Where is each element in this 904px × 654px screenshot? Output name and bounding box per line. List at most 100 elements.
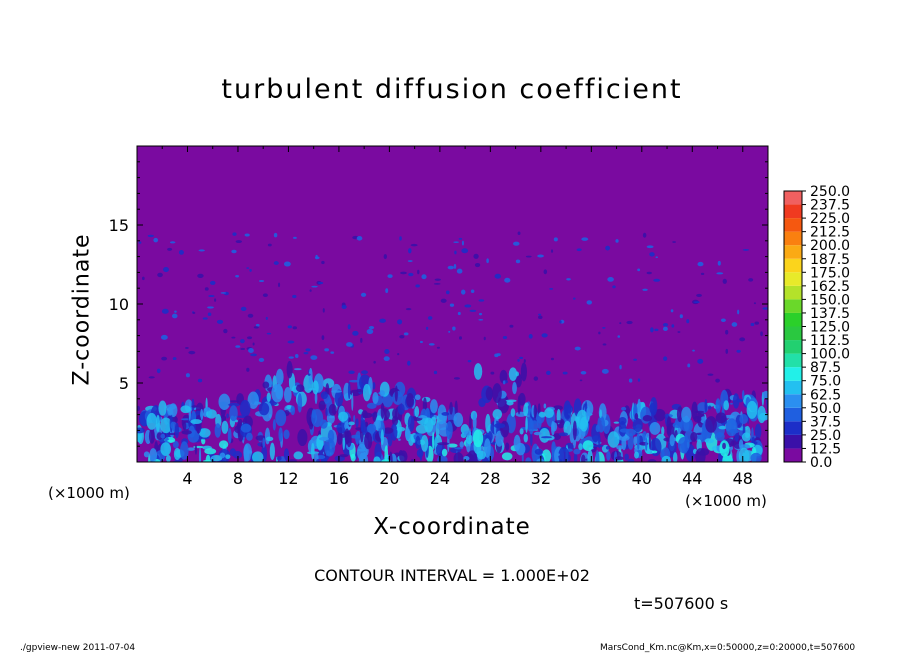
turbulence-cell [558, 446, 570, 462]
turbulence-cell [307, 373, 311, 376]
turbulence-cell [417, 269, 420, 275]
turbulence-cell [452, 326, 456, 331]
turbulence-cell [160, 417, 173, 434]
turbulence-cell [396, 426, 406, 432]
turbulence-cell [428, 343, 435, 346]
turbulence-cell [672, 452, 678, 462]
turbulence-cell [533, 376, 539, 381]
x-tick-label: 32 [531, 469, 551, 488]
turbulence-cell [502, 380, 506, 385]
turbulence-cell [738, 447, 750, 462]
turbulence-cell [592, 444, 604, 448]
turbulence-cell [483, 336, 486, 341]
turbulence-cell [574, 346, 581, 351]
turbulence-cell [474, 262, 481, 268]
colorbar-swatch [784, 326, 802, 341]
turbulence-cell [350, 453, 356, 462]
turbulence-cell [294, 353, 299, 358]
turbulence-cell [403, 332, 409, 336]
turbulence-cell [348, 421, 355, 426]
turbulence-cell [318, 436, 330, 441]
turbulence-cell [226, 413, 229, 419]
turbulence-cell [632, 418, 643, 433]
turbulence-cell [383, 356, 390, 362]
turbulence-cell [686, 319, 690, 324]
turbulence-cell [148, 428, 155, 444]
colorbar-label: 237.5 [810, 198, 850, 214]
turbulence-cell [414, 406, 420, 418]
turbulence-cell [325, 407, 328, 417]
turbulence-cell [704, 399, 708, 413]
turbulence-cell [728, 429, 740, 434]
turbulence-cell [155, 414, 161, 433]
turbulence-cell [434, 278, 441, 281]
turbulence-cell [202, 317, 208, 320]
turbulence-cell [737, 309, 740, 315]
turbulence-cell [240, 339, 245, 344]
turbulence-cell [517, 395, 521, 415]
turbulence-cell [700, 272, 705, 276]
turbulence-cell [288, 356, 294, 359]
turbulence-cell [373, 456, 381, 462]
turbulence-cell [321, 260, 325, 265]
turbulence-cell [736, 398, 743, 403]
turbulence-cell [181, 430, 192, 435]
x-tick-label: 12 [278, 469, 298, 488]
turbulence-cell [211, 456, 215, 460]
turbulence-cell [361, 410, 368, 419]
y-tick-label: 10 [109, 295, 129, 314]
turbulence-cell [273, 232, 278, 238]
colorbar-swatch [784, 367, 802, 381]
turbulence-cell [696, 293, 702, 297]
turbulence-cell [513, 434, 521, 452]
turbulence-cell [337, 411, 349, 422]
turbulence-cell [247, 391, 259, 409]
turbulence-cell [472, 412, 477, 431]
turbulence-cell [293, 451, 304, 460]
turbulence-cell [502, 335, 508, 340]
turbulence-cell [148, 376, 155, 379]
turbulence-cell [216, 319, 224, 324]
turbulence-cell [512, 381, 517, 395]
turbulence-cell [246, 432, 253, 441]
turbulence-cell [760, 331, 763, 337]
turbulence-cell [366, 329, 374, 335]
turbulence-cell [605, 445, 610, 450]
turbulence-cell [427, 316, 433, 320]
turbulence-cell [550, 249, 554, 253]
turbulence-cell [436, 346, 440, 349]
turbulence-cell [243, 444, 250, 462]
turbulence-cell [618, 417, 627, 425]
turbulence-cell [647, 459, 657, 462]
turbulence-cell [425, 326, 429, 330]
turbulence-cell [679, 314, 683, 319]
colorbar-label: 37.5 [810, 414, 841, 430]
turbulence-cell [607, 431, 620, 448]
turbulence-cell [485, 386, 494, 401]
turbulence-cell [362, 383, 371, 402]
turbulence-cell [405, 428, 411, 441]
turbulence-cell [544, 407, 554, 419]
colorbar-swatch [784, 312, 802, 327]
turbulence-cell [172, 440, 179, 449]
turbulence-cell [690, 432, 698, 442]
turbulence-cell [253, 326, 259, 329]
colorbar-label: 175.0 [810, 265, 850, 281]
turbulence-cell [276, 456, 282, 461]
turbulence-cell [739, 414, 749, 425]
turbulence-cell [249, 269, 252, 272]
turbulence-cell [523, 359, 526, 363]
turbulence-cell [195, 414, 202, 434]
turbulence-cell [654, 328, 659, 332]
turbulence-cell [391, 415, 399, 426]
turbulence-cell [336, 422, 347, 434]
turbulence-cell [283, 386, 292, 403]
turbulence-cell [523, 403, 529, 417]
x-tick-label: 48 [733, 469, 753, 488]
turbulence-cell [161, 308, 169, 314]
turbulence-cell [185, 373, 190, 378]
turbulence-cell [649, 397, 658, 416]
turbulence-cell [533, 404, 537, 419]
colorbar-label: 150.0 [810, 292, 850, 308]
turbulence-cell [161, 356, 168, 361]
